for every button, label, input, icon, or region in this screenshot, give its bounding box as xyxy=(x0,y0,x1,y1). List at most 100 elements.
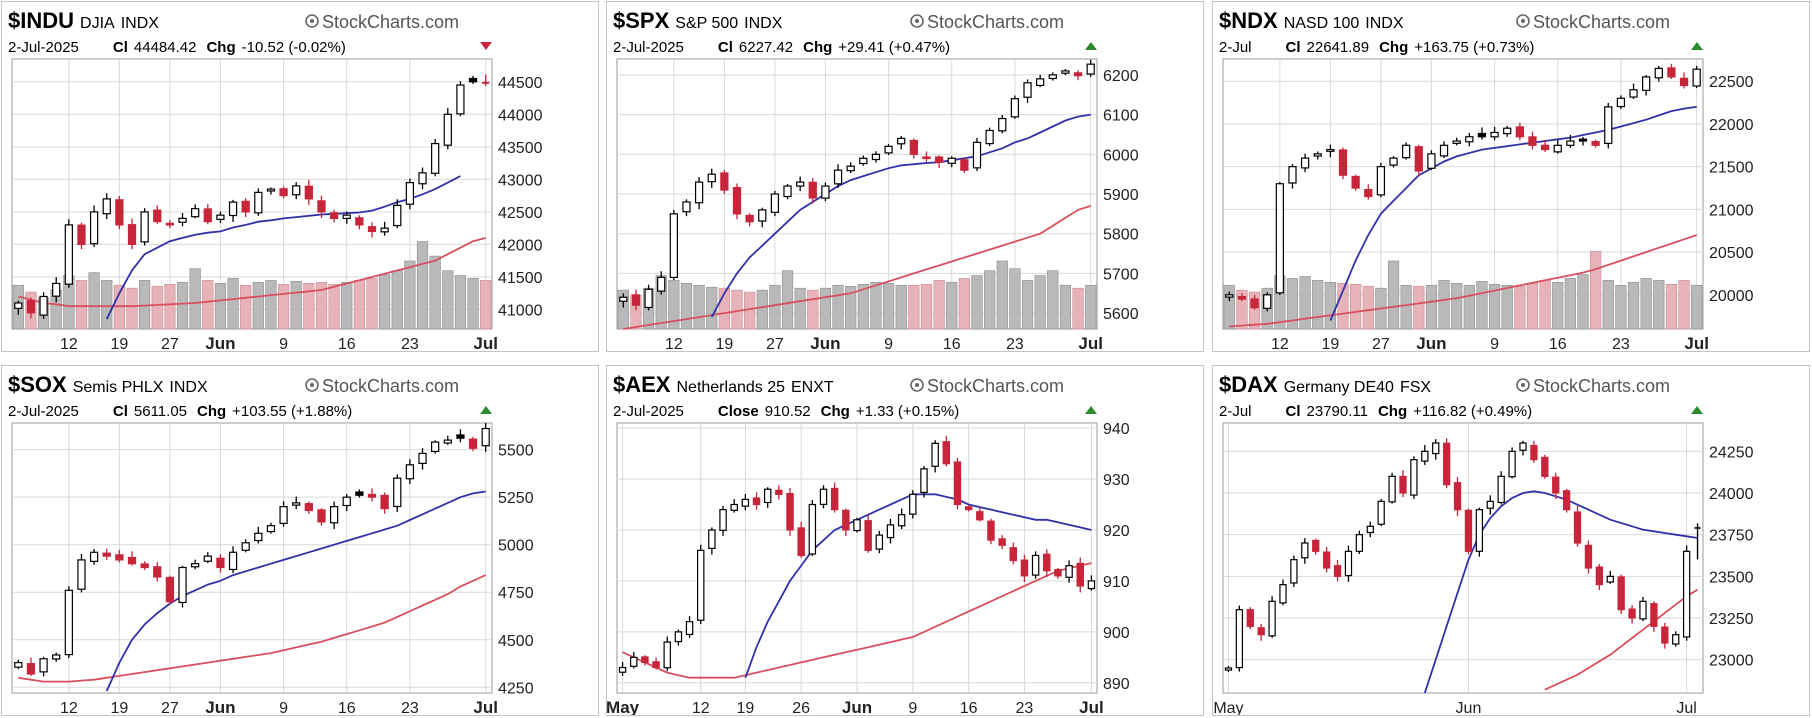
chart-header: $NDX NASD 100 INDX xyxy=(1219,8,1404,33)
y-tick-label: 20500 xyxy=(1709,245,1754,262)
chart-panel-indu: $INDU DJIA INDX StockCharts.com 2-Jul-2025 Cl… xyxy=(1,1,599,352)
candle-body xyxy=(292,502,301,506)
candle-body xyxy=(14,661,23,668)
candle-body xyxy=(115,554,124,561)
copyright-icon xyxy=(1516,378,1530,392)
chart-svg: $DAX Germany DE40 FSX StockCharts.com 2-Jul C… xyxy=(1213,372,1754,716)
y-tick-label: 6000 xyxy=(1103,147,1139,164)
volume-bar xyxy=(101,280,113,330)
candle-body xyxy=(317,509,326,523)
x-tick-label: May xyxy=(1213,700,1243,716)
candle-body xyxy=(1054,568,1062,577)
volume-bar xyxy=(680,283,693,330)
candle-body xyxy=(752,497,761,506)
volume-bar xyxy=(1526,283,1539,330)
candle-body xyxy=(342,214,351,220)
stockcharts-watermark: StockCharts.com xyxy=(1516,12,1670,32)
candle-body xyxy=(266,188,276,192)
candle-body xyxy=(304,503,313,512)
volume-bar xyxy=(920,283,933,330)
quote-date: 2-Jul-2025 xyxy=(613,39,684,56)
candle-body xyxy=(1301,542,1309,559)
volume-bar xyxy=(794,287,806,330)
quote-line: 2-Jul-2025 Cl 44484.42 Chg -10.52 (-0.02%) xyxy=(8,39,346,56)
volume-bar xyxy=(756,289,768,330)
candle-body xyxy=(39,658,48,673)
candle-body xyxy=(972,141,982,169)
candle-body xyxy=(241,542,250,551)
change-value: +1.33 (+0.15%) xyxy=(856,403,959,420)
chart-header: $DAX Germany DE40 FSX xyxy=(1219,372,1431,397)
ma20-line xyxy=(105,175,461,320)
candle-body xyxy=(1553,144,1562,153)
candle-body xyxy=(830,487,839,511)
x-tick-label: 27 xyxy=(1372,336,1390,352)
candle-body xyxy=(976,511,984,521)
candle-body xyxy=(77,224,86,246)
volume-bar xyxy=(1034,275,1046,330)
candle-body xyxy=(1667,67,1676,78)
symbol: $AEX xyxy=(613,372,671,397)
x-tick-label: 9 xyxy=(1490,336,1499,352)
quote-date: 2-Jul-2025 xyxy=(8,403,79,420)
quote-date: 2-Jul-2025 xyxy=(613,403,684,420)
x-tick-label: 9 xyxy=(908,700,917,716)
candle-body xyxy=(1410,459,1418,496)
candle-body xyxy=(418,452,427,465)
index-name: Netherlands 25 xyxy=(676,379,785,396)
copyright-icon xyxy=(910,378,924,392)
candle-body xyxy=(987,520,995,541)
candle-body xyxy=(897,137,906,145)
volume-bar xyxy=(214,283,227,330)
candle-body xyxy=(719,509,727,531)
candle-body xyxy=(985,129,994,145)
volume-bar xyxy=(857,283,869,330)
candle-body xyxy=(770,193,780,213)
stockcharts-watermark: StockCharts.com xyxy=(305,12,459,32)
quote-date: 2-Jul-2025 xyxy=(8,39,79,56)
change-label: Chg xyxy=(206,39,235,56)
candle-body xyxy=(909,493,917,515)
candle-body xyxy=(922,156,931,160)
volume-bar xyxy=(731,289,743,330)
x-tick-label: 23 xyxy=(1016,700,1034,716)
x-tick-label: 12 xyxy=(1271,336,1289,352)
down-arrow-icon xyxy=(480,42,492,50)
x-tick-label: May xyxy=(607,698,640,716)
candle-body xyxy=(456,84,465,115)
candle-body xyxy=(1389,157,1398,166)
x-tick-label: 19 xyxy=(110,336,128,352)
change-label: Chg xyxy=(821,403,850,420)
candle-body xyxy=(418,172,427,185)
y-tick-label: 23250 xyxy=(1709,611,1754,628)
candle-body xyxy=(886,524,895,539)
up-arrow-icon xyxy=(1691,406,1703,414)
chart-panel-ndx: $NDX NASD 100 INDX StockCharts.com 2-Jul Cl 22… xyxy=(1212,1,1810,352)
up-arrow-icon xyxy=(480,406,492,414)
stockcharts-watermark: StockCharts.com xyxy=(305,376,459,396)
candle-body xyxy=(783,185,792,198)
change-value: +116.82 (+0.49%) xyxy=(1413,403,1532,420)
volume-bar xyxy=(1223,284,1235,330)
close-value: 23790.11 xyxy=(1307,403,1368,420)
candle-body xyxy=(1036,78,1045,87)
candle-body xyxy=(52,282,61,297)
y-tick-label: 5600 xyxy=(1103,306,1139,323)
watermark-text: StockCharts.com xyxy=(322,376,459,396)
close-label: Cl xyxy=(113,403,128,420)
x-tick-label: 19 xyxy=(1321,336,1339,352)
y-tick-label: 6200 xyxy=(1103,68,1139,85)
volume-bar xyxy=(807,289,819,330)
candle-body xyxy=(1519,442,1527,451)
candle-body xyxy=(405,182,415,205)
volume-bar xyxy=(1324,282,1336,330)
x-tick-label: 19 xyxy=(715,336,733,352)
volume-bar xyxy=(1072,287,1084,330)
candle-body xyxy=(1595,566,1604,586)
volume-bar xyxy=(706,286,718,330)
volume-bar xyxy=(1501,284,1513,330)
y-tick-label: 5800 xyxy=(1103,227,1139,244)
volume-bar xyxy=(1350,283,1362,330)
candle-body xyxy=(1528,136,1537,146)
candle-body xyxy=(1530,444,1538,461)
